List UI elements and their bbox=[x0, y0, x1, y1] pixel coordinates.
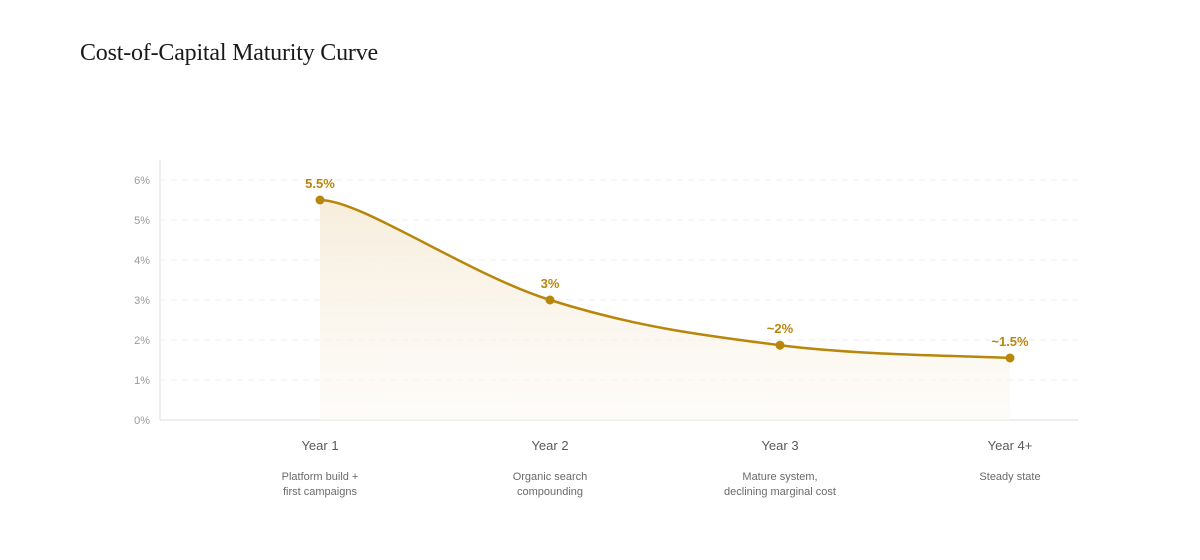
data-point bbox=[545, 295, 555, 305]
x-category-note: Platform build + bbox=[282, 471, 359, 483]
x-tick-label: Year 1 bbox=[301, 438, 338, 453]
data-label: ~2% bbox=[767, 321, 794, 336]
y-tick-label: 1% bbox=[134, 375, 150, 387]
data-point bbox=[775, 340, 785, 350]
page-title: Cost-of-Capital Maturity Curve bbox=[80, 40, 378, 66]
x-tick-label: Year 3 bbox=[761, 438, 798, 453]
x-category-note: Organic search bbox=[513, 471, 588, 483]
series-line bbox=[318, 198, 1012, 360]
data-label: ~1.5% bbox=[991, 334, 1029, 349]
x-category-note: Steady state bbox=[979, 471, 1040, 483]
series-area-fill bbox=[320, 200, 1010, 420]
x-category-note: compounding bbox=[517, 486, 583, 498]
x-tick-label: Year 2 bbox=[531, 438, 568, 453]
data-label: 5.5% bbox=[305, 176, 335, 191]
x-tick-label: Year 4+ bbox=[988, 438, 1033, 453]
data-label: 3% bbox=[541, 276, 560, 291]
y-tick-label: 5% bbox=[134, 215, 150, 227]
x-category-note: first campaigns bbox=[283, 486, 357, 498]
y-tick-label: 4% bbox=[134, 255, 150, 267]
y-tick-label: 2% bbox=[134, 335, 150, 347]
x-category-note: Mature system, bbox=[742, 471, 817, 483]
x-category-note: declining marginal cost bbox=[724, 486, 836, 498]
y-tick-label: 3% bbox=[134, 295, 150, 307]
data-point bbox=[1005, 353, 1015, 363]
data-point bbox=[315, 195, 325, 205]
y-tick-label: 6% bbox=[134, 175, 150, 187]
y-tick-label: 0% bbox=[134, 415, 150, 427]
